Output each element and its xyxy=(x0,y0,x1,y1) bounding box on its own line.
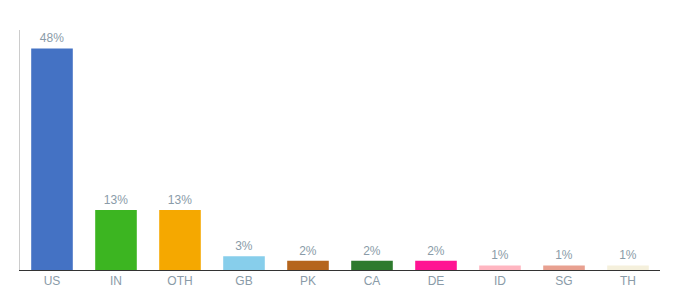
svg-text:48%: 48% xyxy=(40,31,64,45)
svg-text:2%: 2% xyxy=(363,244,381,258)
svg-text:US: US xyxy=(44,274,61,288)
svg-text:13%: 13% xyxy=(104,193,128,207)
svg-text:13%: 13% xyxy=(168,193,192,207)
svg-text:GB: GB xyxy=(235,274,252,288)
svg-text:IN: IN xyxy=(110,274,122,288)
svg-text:2%: 2% xyxy=(427,244,445,258)
svg-text:1%: 1% xyxy=(555,248,573,262)
svg-text:ID: ID xyxy=(494,274,506,288)
svg-text:1%: 1% xyxy=(619,248,637,262)
svg-text:3%: 3% xyxy=(235,239,253,253)
svg-text:DE: DE xyxy=(428,274,445,288)
svg-text:CA: CA xyxy=(364,274,381,288)
svg-text:TH: TH xyxy=(620,274,636,288)
svg-text:PK: PK xyxy=(300,274,316,288)
svg-text:2%: 2% xyxy=(299,244,317,258)
svg-text:SG: SG xyxy=(555,274,572,288)
svg-text:OTH: OTH xyxy=(167,274,192,288)
svg-text:1%: 1% xyxy=(491,248,509,262)
